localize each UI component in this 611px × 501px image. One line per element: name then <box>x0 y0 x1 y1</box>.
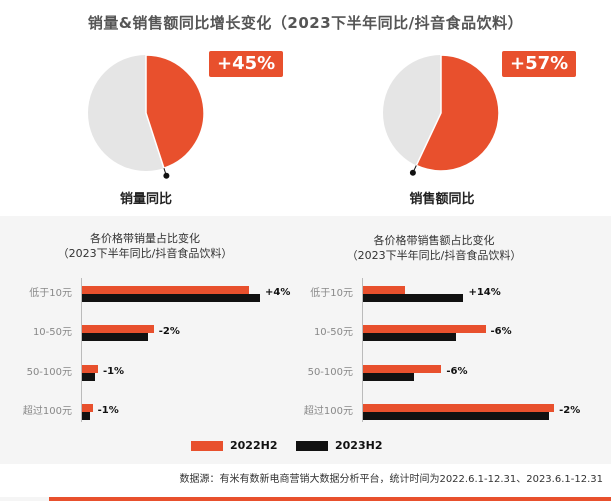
volume-bar-2023h2 <box>82 373 96 381</box>
chart-title: 销量&销售额同比增长变化（2023下半年同比/抖音食品饮料） <box>87 14 524 32</box>
bar-title-volume-line2: （2023下半年同比/抖音食品饮料） <box>57 247 233 260</box>
legend-label-2023: 2023H2 <box>335 439 383 452</box>
pie-sales-volume-yoy <box>88 54 205 179</box>
bar-title-amount-line2: （2023下半年同比/抖音食品饮料） <box>346 249 522 262</box>
legend-swatch-2023 <box>296 441 328 451</box>
volume-axis-line <box>81 278 82 422</box>
amount-category-label: 超过100元 <box>303 406 353 417</box>
pie-charts <box>88 54 500 179</box>
amount-change-label: +14% <box>468 287 501 298</box>
amount-change-label: -6% <box>446 366 468 377</box>
volume-change-label: +4% <box>265 287 291 298</box>
pie-sales-amount-yoy <box>383 54 500 176</box>
volume-bar-2022h2 <box>82 404 93 412</box>
pie-volume-growth-slice <box>145 54 205 170</box>
amount-change-label: -2% <box>559 405 581 416</box>
bar-title-amount-line1: 各价格带销售额占比变化 <box>373 234 495 247</box>
volume-category-label: 50-100元 <box>26 367 72 378</box>
pie-amount-growth-slice <box>415 54 500 172</box>
amount-bar-2022h2 <box>363 365 442 373</box>
volume-change-label: -1% <box>102 366 125 377</box>
amount-bar-2022h2 <box>363 286 405 294</box>
amount-bar-2023h2 <box>363 294 464 302</box>
volume-bar-2022h2 <box>82 325 154 333</box>
volume-category-label: 10-50元 <box>32 327 72 338</box>
pie-badge-amount: +57% <box>502 51 577 77</box>
pie-amount-leader-dot <box>409 169 416 176</box>
amount-bar-2023h2 <box>363 333 457 341</box>
amount-category-label: 低于10元 <box>310 288 353 299</box>
volume-bar-2022h2 <box>82 365 98 373</box>
pie-label-volume: 销量同比 <box>119 192 172 207</box>
legend-label-2022: 2022H2 <box>230 439 278 452</box>
pie-volume-leader-dot <box>163 172 170 179</box>
amount-axis-line <box>362 278 363 422</box>
legend-swatch-2022 <box>191 441 223 451</box>
bottom-accent-strip <box>0 497 611 501</box>
volume-category-label: 超过100元 <box>22 406 72 417</box>
volume-bar-2022h2 <box>82 286 250 294</box>
amount-bar-2022h2 <box>363 404 555 412</box>
amount-bar-2023h2 <box>363 373 415 381</box>
volume-change-label: -2% <box>158 326 180 337</box>
bar-chart-title-volume: 各价格带销量占比变化 （2023下半年同比/抖音食品饮料） <box>25 231 265 261</box>
amount-category-label: 50-100元 <box>307 367 353 378</box>
bar-title-volume-line1: 各价格带销量占比变化 <box>90 232 200 245</box>
amount-bar-2022h2 <box>363 325 486 333</box>
pie-badge-volume: +45% <box>209 51 284 77</box>
amount-change-label: -6% <box>490 326 512 337</box>
amount-category-label: 10-50元 <box>313 327 353 338</box>
data-source-note: 数据源：有米有数新电商营销大数据分析平台，统计时间为2022.6.1-12.31… <box>179 474 603 485</box>
volume-bar-2023h2 <box>82 412 90 420</box>
pie-label-amount: 销售额同比 <box>409 192 475 207</box>
volume-bar-2023h2 <box>82 333 149 341</box>
amount-bar-2023h2 <box>363 412 550 420</box>
bar-chart-title-amount: 各价格带销售额占比变化 （2023下半年同比/抖音食品饮料） <box>314 233 554 263</box>
volume-change-label: -1% <box>97 405 119 416</box>
volume-category-label: 低于10元 <box>29 288 72 299</box>
volume-bar-2023h2 <box>82 294 261 302</box>
